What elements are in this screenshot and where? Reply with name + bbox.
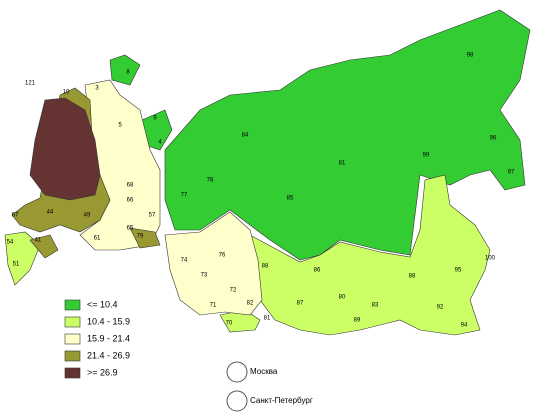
region-label: 95 bbox=[455, 268, 462, 274]
region-label: 86 bbox=[314, 268, 321, 274]
legend-label: >= 26.9 bbox=[87, 367, 118, 377]
region-label: 57 bbox=[149, 213, 156, 219]
legend-label: 10.4 - 15.9 bbox=[87, 316, 130, 326]
legend-label: 21.4 - 26.9 bbox=[87, 350, 130, 360]
region-label: 72 bbox=[230, 288, 237, 294]
region-label: 83 bbox=[372, 303, 379, 309]
legend-swatch bbox=[64, 299, 81, 311]
legend-swatch bbox=[64, 316, 81, 328]
legend-swatch bbox=[64, 350, 81, 362]
region-label: 100 bbox=[485, 256, 496, 262]
city-markers: Москва Санкт-Петербург bbox=[226, 361, 313, 412]
legend: <= 10.4 10.4 - 15.9 15.9 - 21.4 21.4 - 26.9… bbox=[64, 299, 130, 379]
city-marker bbox=[226, 390, 248, 412]
region-label: 4 bbox=[158, 140, 162, 146]
region-label: 99 bbox=[423, 153, 430, 159]
region-label: 121 bbox=[25, 81, 36, 87]
region-label: 82 bbox=[247, 301, 254, 307]
region-label: 89 bbox=[354, 318, 361, 324]
region-label: 96 bbox=[490, 136, 497, 142]
region-label: 81 bbox=[339, 161, 346, 167]
region-label: 77 bbox=[181, 193, 188, 199]
region-label: 5 bbox=[118, 123, 122, 129]
regions-shapes bbox=[4, 9, 531, 336]
region-label: 10 bbox=[63, 90, 70, 96]
region-label: 85 bbox=[287, 196, 294, 202]
region-label: 87 bbox=[297, 301, 304, 307]
region-label: 74 bbox=[181, 258, 188, 264]
region-label: 76 bbox=[219, 253, 226, 259]
city-label: Санкт-Петербург bbox=[250, 396, 313, 405]
region-label: 61 bbox=[94, 236, 101, 242]
region-label: 49 bbox=[84, 213, 91, 219]
region-label: 78 bbox=[207, 178, 214, 184]
region-label: 70 bbox=[226, 321, 233, 327]
legend-label: 15.9 - 21.4 bbox=[87, 333, 130, 343]
region-label: 92 bbox=[437, 305, 444, 311]
region-label: 65 bbox=[127, 226, 134, 232]
region-label: 67 bbox=[12, 213, 19, 219]
region-label: 54 bbox=[7, 240, 14, 246]
region-label: 80 bbox=[339, 295, 346, 301]
region-label: 3 bbox=[95, 86, 99, 92]
region-label: 71 bbox=[210, 303, 217, 309]
region-label: 88 bbox=[262, 264, 269, 270]
region-label: 98 bbox=[467, 53, 474, 59]
city-marker bbox=[226, 361, 248, 383]
region-label: 44 bbox=[47, 210, 54, 216]
region-label: 66 bbox=[127, 198, 134, 204]
region-label: 9 bbox=[153, 116, 157, 122]
region-label: 88 bbox=[409, 274, 416, 280]
region-label: 68 bbox=[127, 183, 134, 189]
legend-swatch bbox=[64, 333, 81, 345]
region-label: 8 bbox=[126, 70, 130, 76]
region-label: 94 bbox=[461, 323, 468, 329]
region-label: 41 bbox=[35, 238, 42, 244]
region-label: 81 bbox=[264, 316, 271, 322]
region-label: 84 bbox=[242, 133, 249, 139]
region-labels: 98 8 121 10 3 5 9 4 84 81 99 96 97 77 78… bbox=[7, 53, 515, 329]
region-label: 97 bbox=[508, 170, 515, 176]
region-label: 73 bbox=[201, 273, 208, 279]
legend-label: <= 10.4 bbox=[87, 299, 118, 309]
city-label: Москва bbox=[250, 367, 278, 376]
region-label: 79 bbox=[137, 234, 144, 240]
legend-swatch bbox=[64, 367, 81, 379]
region-label: 51 bbox=[13, 262, 20, 268]
